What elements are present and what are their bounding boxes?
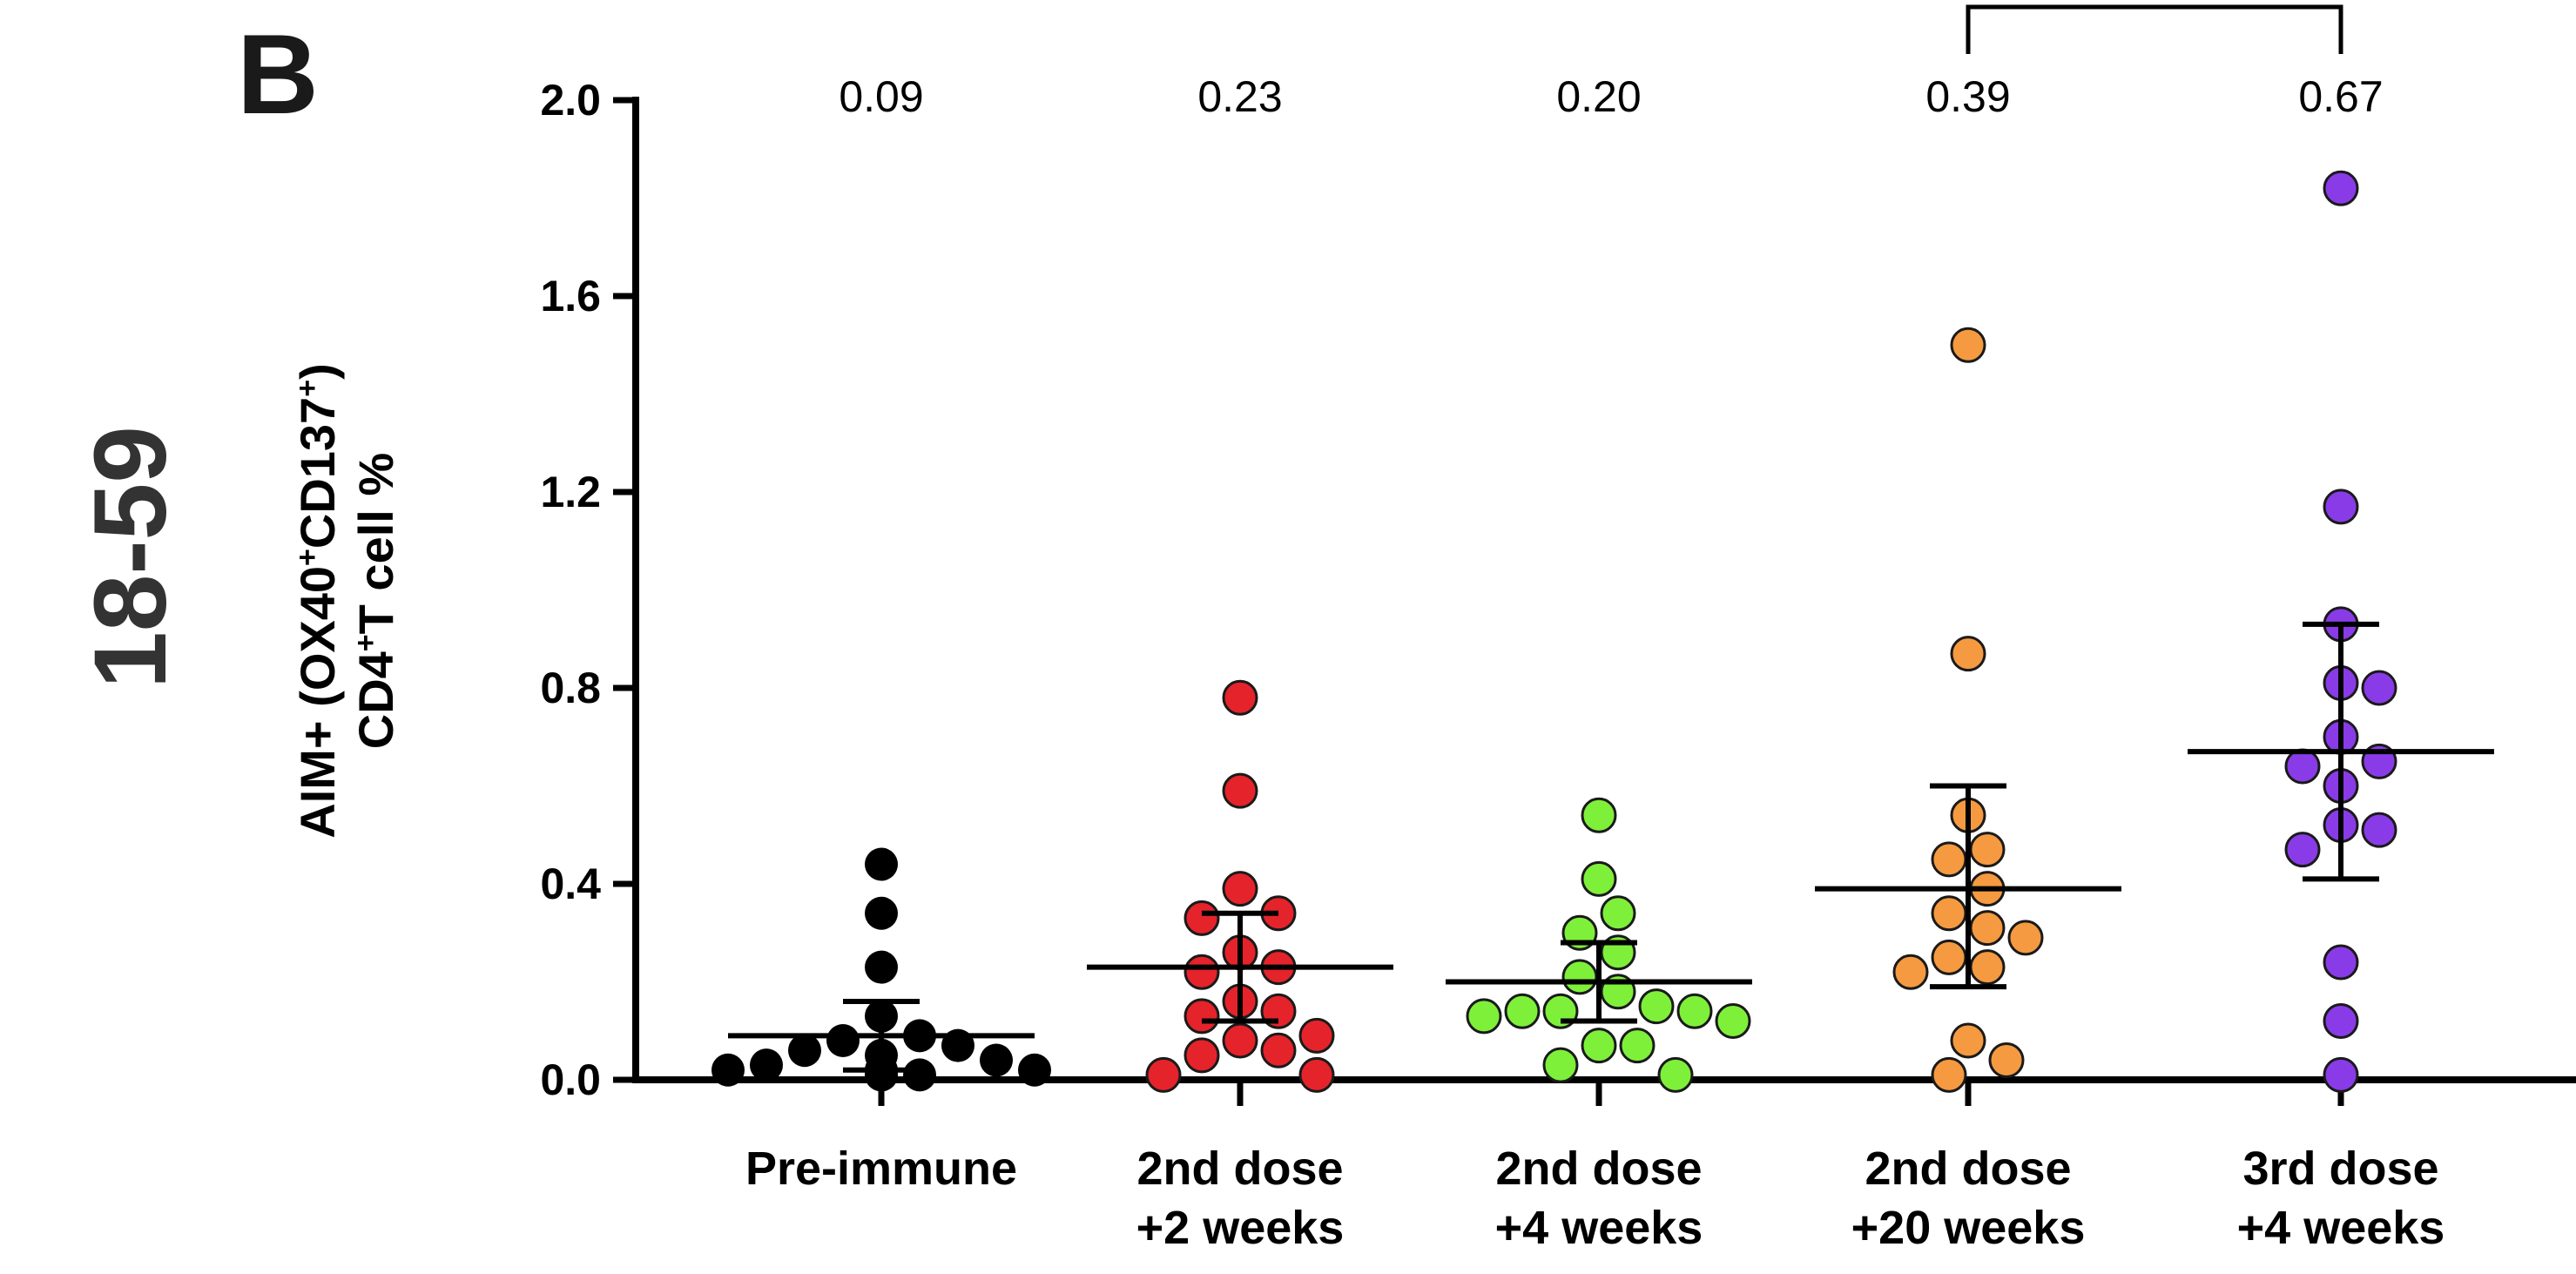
data-point xyxy=(1222,772,1258,809)
x-category-label: 2nd dose xyxy=(1495,1143,1702,1195)
y-tick-label: 1.6 xyxy=(540,272,601,320)
data-point xyxy=(2284,748,2321,785)
data-point xyxy=(1931,895,1967,932)
data-point xyxy=(1950,1022,1986,1059)
y-tick-label: 1.2 xyxy=(540,468,601,516)
data-point xyxy=(2323,944,2359,981)
data-point xyxy=(1950,327,1986,363)
data-point xyxy=(980,1043,1013,1077)
data-point xyxy=(1183,998,1220,1035)
data-point xyxy=(2323,1003,2359,1039)
data-point xyxy=(1676,993,1713,1029)
data-point xyxy=(1931,939,1967,975)
x-category-label: +4 weeks xyxy=(1495,1202,1703,1254)
data-point xyxy=(1222,679,1258,716)
data-point xyxy=(1969,949,2006,986)
mean-value-label: 0.67 xyxy=(2298,72,2383,121)
data-point xyxy=(1600,895,1636,932)
data-point xyxy=(1988,1042,2025,1078)
data-point xyxy=(2361,670,2397,706)
data-point xyxy=(1145,1056,1182,1093)
data-point xyxy=(1183,900,1220,936)
x-category-label: +4 weeks xyxy=(2237,1202,2445,1254)
data-point xyxy=(1638,988,1675,1025)
data-point xyxy=(1298,1017,1335,1054)
data-point xyxy=(1931,841,1967,878)
data-point xyxy=(2284,832,2321,868)
x-category-label: 2nd dose xyxy=(1865,1143,2071,1195)
data-point xyxy=(903,1058,936,1092)
mean-value-label: 0.23 xyxy=(1197,72,1282,121)
data-point xyxy=(1183,1037,1220,1074)
x-category-label: +2 weeks xyxy=(1136,1202,1345,1254)
data-point xyxy=(1222,1022,1258,1059)
axes: 0.0 0.4 0.8 1.2 1.6 2.0 xyxy=(540,4,2576,1106)
mean-value-label: 0.20 xyxy=(1556,72,1641,121)
data-point xyxy=(1715,1003,1751,1039)
data-point xyxy=(1260,1032,1297,1068)
y-tick-label: 0.0 xyxy=(540,1055,601,1104)
y-tick-label: 0.8 xyxy=(540,664,601,712)
data-point xyxy=(1969,832,2006,868)
data-point xyxy=(1466,998,1502,1035)
y-tick-label: 0.4 xyxy=(540,859,601,908)
x-category-label: +20 weeks xyxy=(1851,1202,2086,1254)
data-point xyxy=(1581,860,1617,897)
data-point xyxy=(865,896,898,930)
data-point xyxy=(1222,871,1258,907)
data-point xyxy=(1969,910,2006,947)
data-point xyxy=(750,1048,783,1082)
mean-value-label: 0.39 xyxy=(1925,72,2010,121)
panel-letter: B xyxy=(237,10,319,138)
mean-value-label: 0.09 xyxy=(839,72,923,121)
data-point xyxy=(1892,954,1929,990)
data-point xyxy=(1504,993,1541,1029)
y-tick-label: 2.0 xyxy=(540,76,601,125)
data-point xyxy=(1581,797,1617,833)
data-point xyxy=(2361,812,2397,848)
data-point xyxy=(1183,954,1220,990)
chart-labels: 0.09 Pre-immune 0.23 2nd dose +2 weeks 0.20 2n… xyxy=(745,72,2445,1254)
data-point xyxy=(1950,636,1986,672)
data-point xyxy=(1542,1047,1579,1083)
data-point xyxy=(826,1024,860,1057)
data-point xyxy=(2323,1056,2359,1093)
data-point xyxy=(1657,1056,1694,1093)
data-point xyxy=(2323,170,2359,206)
comparison-bracket xyxy=(1966,4,2343,54)
data-point xyxy=(1619,1028,1656,1064)
x-category-label: 3rd dose xyxy=(2242,1143,2438,1195)
data-point xyxy=(2007,920,2044,956)
data-point xyxy=(865,950,898,984)
data-point xyxy=(865,847,898,881)
data-point xyxy=(1931,1056,1967,1093)
data-point xyxy=(711,1053,745,1087)
x-category-label: 2nd dose xyxy=(1136,1143,1343,1195)
data-point xyxy=(788,1034,821,1068)
chart-marks xyxy=(711,170,2494,1093)
data-point xyxy=(1581,1028,1617,1064)
data-point xyxy=(1018,1053,1051,1087)
data-point xyxy=(2323,489,2359,525)
data-point xyxy=(1561,959,1598,995)
data-point xyxy=(1298,1056,1335,1093)
x-category-label: Pre-immune xyxy=(745,1143,1017,1195)
data-point xyxy=(865,1058,898,1092)
